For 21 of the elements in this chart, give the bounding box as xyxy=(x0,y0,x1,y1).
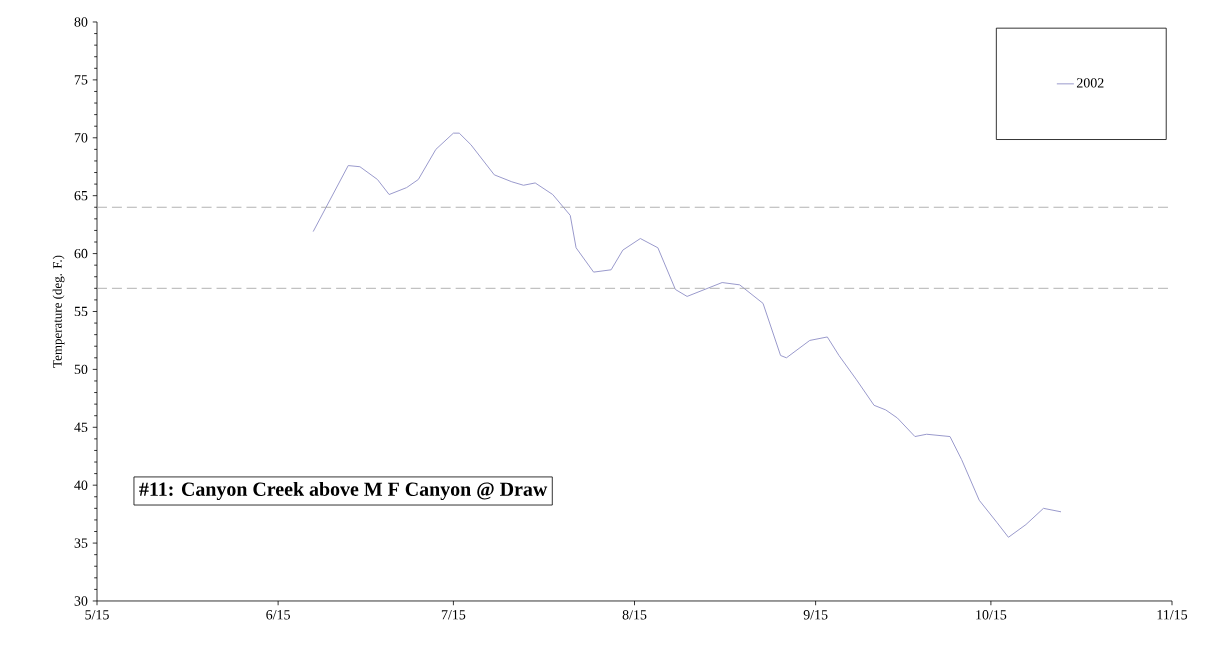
x-tick-label: 11/15 xyxy=(1157,610,1188,620)
y-tick-label: 35 xyxy=(74,538,88,548)
x-tick-label: 8/15 xyxy=(622,610,647,620)
y-tick-label: 70 xyxy=(74,133,88,143)
y-tick-label: 45 xyxy=(74,422,88,432)
y-tick-label: 55 xyxy=(74,306,88,317)
y-tick-label: 80 xyxy=(74,17,88,27)
x-tick-label: 7/15 xyxy=(441,610,466,620)
y-tick-label: 40 xyxy=(74,480,88,490)
legend-label: 2002 xyxy=(1076,78,1104,88)
y-axis-title: Temperature (deg. F.) xyxy=(52,255,65,368)
y-tick-label: 75 xyxy=(74,75,88,85)
x-tick-label: 9/15 xyxy=(803,610,828,620)
y-tick-label: 30 xyxy=(74,596,88,606)
x-tick-label: 6/15 xyxy=(266,610,290,620)
y-tick-label: 60 xyxy=(74,248,88,259)
y-tick-label: 65 xyxy=(74,191,88,201)
annotation: #11: Canyon Creek above M F Canyon @ Draw xyxy=(139,481,548,501)
x-tick-label: 5/15 xyxy=(85,610,109,620)
x-tick-label: 10/15 xyxy=(976,610,1007,620)
y-tick-label: 50 xyxy=(74,364,88,375)
